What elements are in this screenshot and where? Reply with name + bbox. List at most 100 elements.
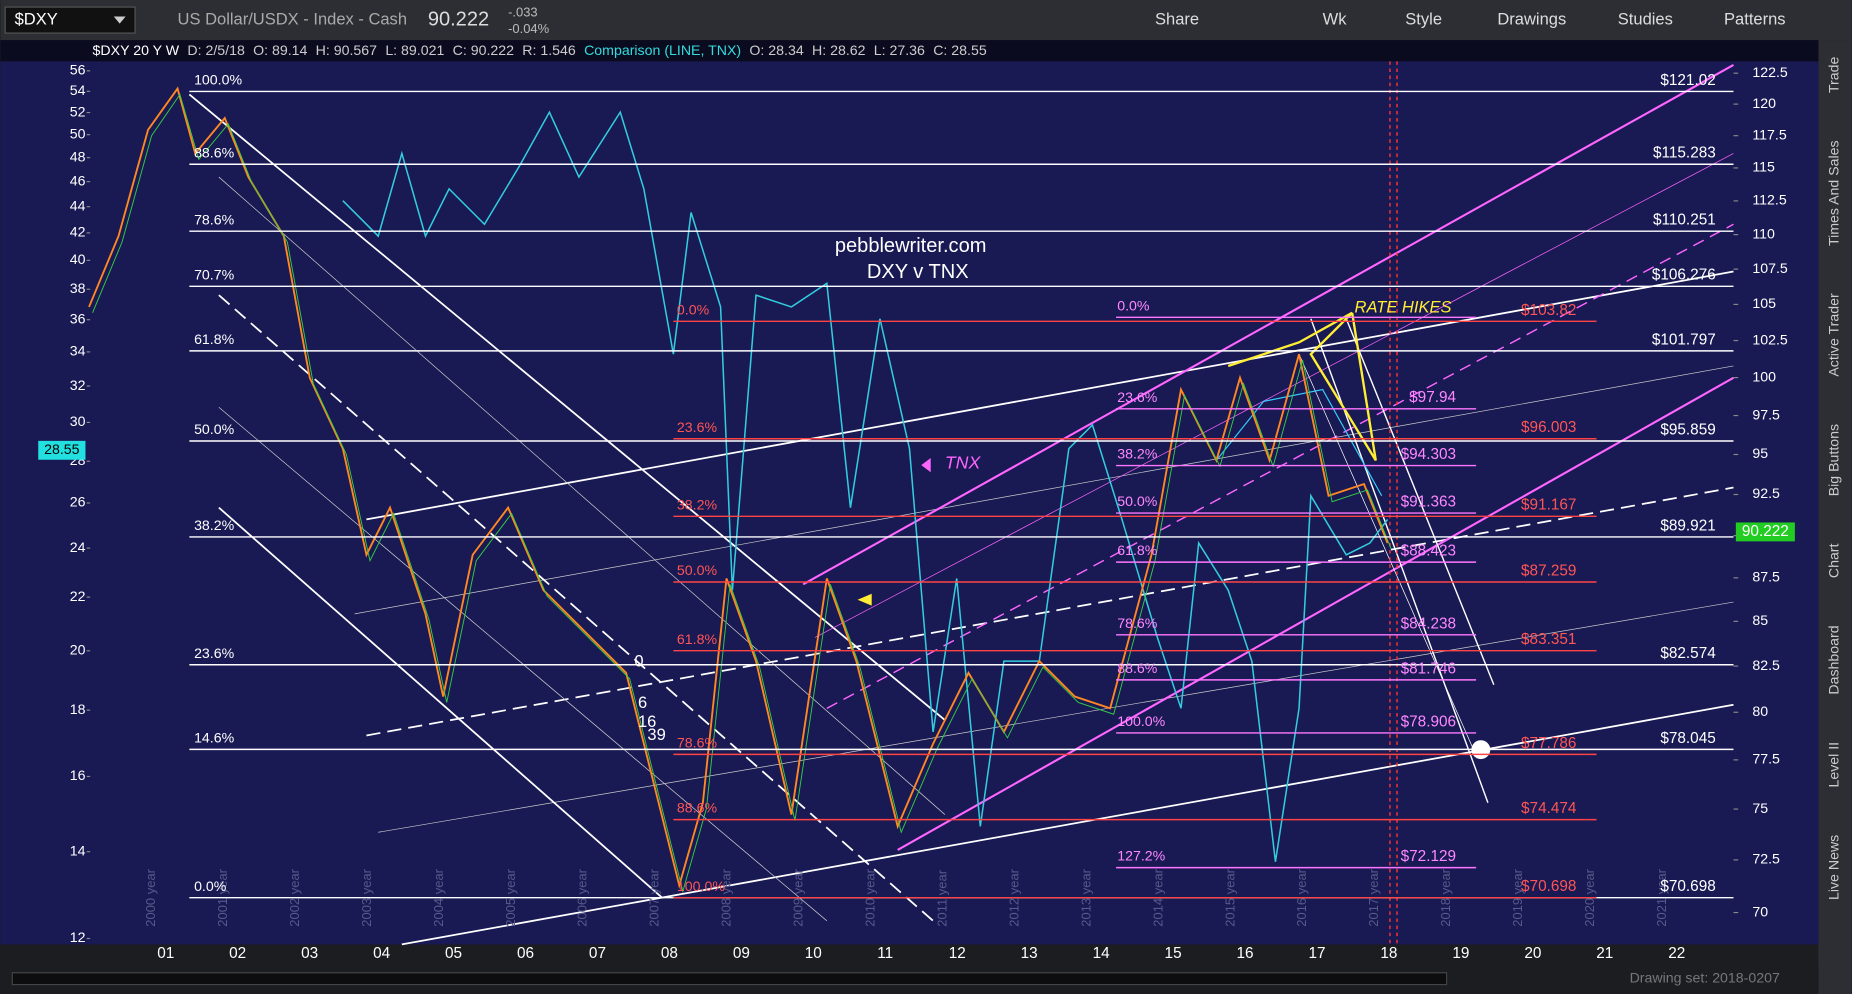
- channel-line: [1310, 318, 1489, 803]
- side-tab[interactable]: Chart: [1827, 543, 1843, 578]
- fib-pct: 23.6%: [1117, 390, 1158, 406]
- right-tick-label: 80: [1752, 704, 1768, 720]
- side-tab[interactable]: Times And Sales: [1827, 140, 1843, 246]
- fib-pct: 0.0%: [1117, 298, 1150, 314]
- fib-pct: 78.6%: [677, 735, 718, 751]
- left-tick-label: 16: [70, 768, 86, 784]
- arrow-marker: [857, 593, 872, 606]
- fib-pct: 100.0%: [194, 73, 242, 89]
- header-item: L: 27.36: [874, 43, 925, 59]
- side-tab[interactable]: Level II: [1827, 742, 1843, 788]
- fib-price: $96.003: [1521, 419, 1576, 436]
- left-tick-label: 14: [70, 843, 86, 859]
- fib-pct: 50.0%: [194, 422, 235, 438]
- tnx-label: TNX: [945, 453, 982, 473]
- fib-price: $72.129: [1401, 848, 1456, 865]
- symbol-box[interactable]: [4, 6, 136, 34]
- fib-pct: 14.6%: [194, 730, 235, 746]
- trend-line: [366, 270, 1734, 521]
- toolbar-button[interactable]: Share: [1155, 9, 1199, 28]
- fib-pct: 70.7%: [194, 267, 235, 283]
- x-tick-label: 21: [1596, 945, 1613, 962]
- x-tick-label: 03: [301, 945, 318, 962]
- header-item: H: 90.567: [316, 43, 378, 59]
- header-item: R: 1.546: [522, 43, 576, 59]
- header-item: H: 28.62: [812, 43, 866, 59]
- left-tick-label: 30: [70, 414, 86, 430]
- header-item: C: 90.222: [453, 43, 515, 59]
- right-tick-label: 100: [1752, 369, 1776, 385]
- right-tick-label: 82.5: [1752, 658, 1780, 674]
- year-label: 2000 year: [143, 868, 158, 926]
- left-tick-label: 18: [70, 702, 86, 718]
- side-tab[interactable]: Live News: [1827, 835, 1843, 900]
- channel-line: [814, 153, 1734, 638]
- side-tab[interactable]: Active Trader: [1827, 293, 1843, 377]
- fib-price: $77.786: [1521, 735, 1576, 752]
- x-tick-label: 18: [1380, 945, 1397, 962]
- toolbar-button[interactable]: Style: [1405, 9, 1442, 28]
- fib-price: $84.238: [1401, 615, 1456, 632]
- right-badge: [1735, 522, 1795, 542]
- left-tick-label: 54: [70, 83, 86, 99]
- side-tab[interactable]: Dashboard: [1827, 625, 1843, 694]
- right-tick-label: 72.5: [1752, 852, 1780, 868]
- last-price: 90.222: [428, 8, 489, 30]
- x-tick-label: 12: [949, 945, 966, 962]
- x-tick-label: 14: [1093, 945, 1111, 962]
- side-tab[interactable]: Big Buttons: [1827, 424, 1843, 496]
- x-tick-label: 15: [1165, 945, 1182, 962]
- fib-price: $101.797: [1652, 331, 1716, 348]
- fib-price: $103.82: [1521, 302, 1576, 319]
- x-tick-label: 19: [1452, 945, 1469, 962]
- trend-line: [401, 703, 1734, 946]
- left-axis-area: [0, 61, 90, 945]
- left-tick-label: 42: [70, 225, 86, 241]
- left-tick-label: 24: [70, 540, 86, 556]
- fib-price: $74.474: [1521, 800, 1577, 817]
- right-tick-label: 75: [1752, 801, 1768, 817]
- left-tick-label: 52: [70, 104, 86, 120]
- header-item: $DXY 20 Y W: [93, 43, 180, 59]
- toolbar-button[interactable]: Patterns: [1724, 9, 1786, 28]
- dropdown-arrow[interactable]: [113, 16, 126, 24]
- left-tick-label: 26: [70, 495, 86, 511]
- toolbar-button[interactable]: Wk: [1323, 9, 1348, 28]
- fib-price: $78.906: [1401, 713, 1456, 730]
- arrow-marker: [921, 458, 931, 473]
- toolbar-button[interactable]: Drawings: [1497, 9, 1566, 28]
- left-tick-label: 32: [70, 378, 86, 394]
- fib-price: $106.276: [1652, 267, 1716, 284]
- left-badge: [38, 440, 86, 460]
- right-tick-label: 120: [1752, 96, 1776, 112]
- wave-count: 39: [647, 725, 665, 744]
- fib-pct: 23.6%: [194, 646, 235, 662]
- chart-subtitle: DXY v TNX: [867, 261, 969, 283]
- fib-price: $89.921: [1660, 517, 1715, 534]
- fib-pct: 38.2%: [194, 518, 235, 534]
- right-tick-label: 95: [1752, 446, 1768, 462]
- left-tick-label: 22: [70, 589, 86, 605]
- toolbar-button[interactable]: Studies: [1618, 9, 1673, 28]
- fib-pct: 23.6%: [677, 420, 718, 436]
- right-tick-label: 85: [1752, 613, 1768, 629]
- left-tick-label: 40: [70, 252, 86, 268]
- right-tick-label: 117.5: [1752, 127, 1787, 143]
- x-tick-label: 22: [1668, 945, 1685, 962]
- fib-pct: 50.0%: [1117, 494, 1158, 510]
- scroll-track[interactable]: [11, 972, 1448, 986]
- fib-pct: 88.6%: [677, 801, 718, 817]
- channel-line: [897, 376, 1735, 851]
- left-tick-label: 34: [70, 344, 86, 360]
- channel-line: [218, 294, 934, 922]
- channel-line: [802, 64, 1734, 586]
- right-tick-label: 122.5: [1752, 65, 1788, 81]
- side-tab[interactable]: Trade: [1827, 57, 1843, 94]
- right-tick-label: 87.5: [1752, 570, 1780, 586]
- fib-pct: 78.6%: [194, 212, 235, 228]
- header-item: Comparison (LINE, TNX): [584, 43, 741, 59]
- fib-price: $82.574: [1660, 645, 1716, 662]
- fib-price: $78.045: [1660, 730, 1715, 747]
- x-tick-label: 11: [877, 945, 893, 962]
